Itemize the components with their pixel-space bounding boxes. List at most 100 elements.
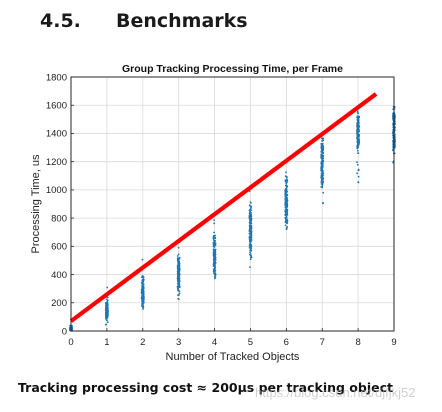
data-point [356,161,358,164]
data-point [177,285,180,287]
data-point [213,240,216,243]
data-point [250,228,253,230]
data-point [286,226,289,228]
data-point [357,168,360,171]
data-point [105,298,108,301]
data-point [392,132,394,135]
fit-line [69,92,378,323]
data-point [249,201,252,204]
data-point [321,156,324,159]
data-point [321,137,324,140]
data-point [356,149,359,152]
data-point [177,269,180,272]
data-point [106,311,109,314]
x-tick-label: 8 [355,337,360,348]
data-point [142,297,145,300]
data-point [322,174,325,177]
data-point [321,167,323,169]
data-point [320,142,323,145]
data-point [320,151,323,154]
y-tick-label: 1400 [46,129,67,140]
data-point [71,324,73,327]
data-point [249,237,252,240]
data-point [141,306,144,309]
data-point [356,110,359,113]
data-point [320,175,323,178]
data-points [69,105,396,332]
data-point [250,238,252,241]
data-point [357,175,360,178]
data-point [321,142,324,145]
data-point [320,144,323,147]
data-point [322,191,325,194]
data-point [284,206,287,209]
data-point [213,231,216,234]
caption: Tracking processing cost ≈ 200µs per tra… [18,380,393,395]
data-point [142,283,145,286]
y-tick-label: 1200 [46,157,67,168]
section-number: 4.5. [40,10,81,32]
data-point [214,259,217,261]
data-point [176,266,179,269]
data-point [213,261,216,264]
data-point [284,192,287,195]
data-point [286,219,289,222]
data-point [248,217,251,220]
data-point [249,258,252,261]
y-tick-label: 800 [51,213,67,224]
data-point [320,162,323,165]
data-point [357,115,360,118]
data-point [141,285,144,288]
data-point [141,304,144,307]
x-tick-label: 1 [104,337,109,348]
data-point [106,314,109,317]
data-point [213,219,216,222]
data-point [212,269,215,272]
tick-labels: 0 1 2 3 4 5 6 7 8 9 0 200 400 600 800 1000 1200 1400 1600 1… [46,72,397,348]
data-point [141,302,143,305]
data-point [284,220,287,223]
plot-frame [70,76,395,332]
data-point [321,183,324,186]
data-point [250,212,253,214]
data-point [178,280,181,283]
data-point [141,290,144,293]
data-point [213,277,216,280]
data-point [285,171,287,174]
data-point [177,264,180,267]
data-point [357,130,360,133]
data-point [248,224,251,227]
data-point [321,147,324,150]
x-tick-label: 2 [140,337,145,348]
data-point [213,222,216,225]
data-point [320,146,323,149]
data-point [104,323,107,326]
data-point [213,267,216,270]
data-point [213,249,216,252]
data-point [250,245,253,248]
data-point [142,295,145,297]
y-tick-label: 0 [62,326,67,337]
data-point [285,175,288,178]
data-point [321,186,324,189]
data-point [106,312,108,315]
data-point [214,274,217,277]
data-point [249,235,252,238]
data-point [250,215,253,217]
data-point [357,126,360,129]
data-point [105,305,108,308]
data-point [286,198,289,201]
data-point [250,233,253,236]
data-point [284,194,287,197]
data-point [286,185,289,188]
data-point [286,205,289,208]
data-point [250,232,252,235]
fit-line-layer [69,92,378,323]
data-point [105,316,107,319]
data-point [286,204,288,207]
data-point [285,191,288,194]
data-point [321,182,324,185]
data-point [214,242,217,245]
data-point [212,253,215,256]
data-point [249,242,252,245]
